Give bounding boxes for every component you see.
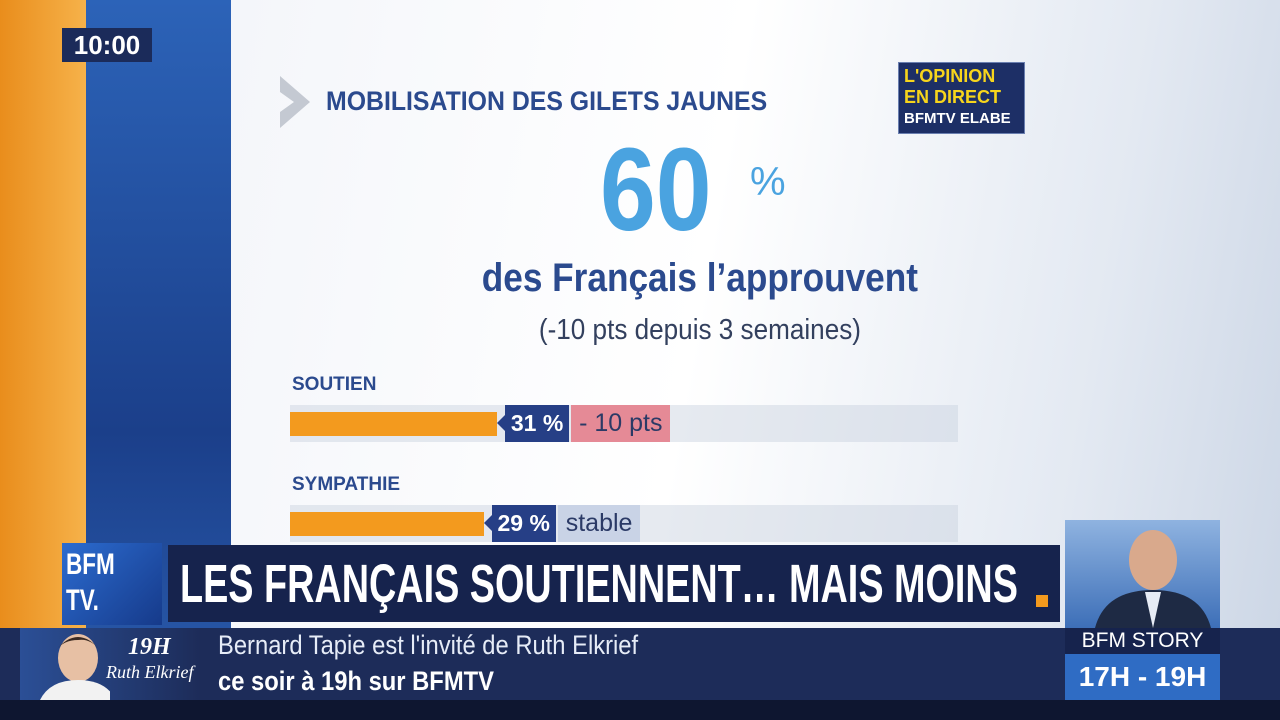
change-label: - 10 pts <box>571 405 671 442</box>
ticker-line: Bernard Tapie est l'invité de Ruth Elkri… <box>218 630 695 661</box>
show-badge: 19H Ruth Elkrief <box>20 628 200 700</box>
poll-logo: L'OPINION EN DIRECT BFMTV ELABE <box>898 62 1025 134</box>
program-hours: 17H - 19H <box>1065 654 1220 700</box>
channel-logo-line: TV. <box>66 583 162 619</box>
presenter-silhouette <box>1095 530 1211 628</box>
channel-logo-text: TV. <box>66 584 99 617</box>
show-host: Ruth Elkrief <box>106 662 194 682</box>
headline-unit: % <box>750 160 786 204</box>
logo-line: BFMTV ELABE <box>904 110 1011 127</box>
presenter-photo <box>1065 520 1220 628</box>
bar <box>290 512 484 536</box>
logo-line: EN DIRECT <box>904 87 1002 107</box>
bottom-edge <box>0 700 1280 720</box>
clock: 10:00 <box>62 28 152 62</box>
note-text: (-10 pts depuis 3 semaines) <box>538 314 862 346</box>
graphic-title-text: MOBILISATION DES GILETS JAUNES <box>326 86 768 116</box>
chevron <box>280 76 310 128</box>
value-label: 31 % <box>505 405 570 442</box>
headline-number-text: 60 <box>600 124 712 256</box>
channel-logo-text: BFM <box>66 548 115 581</box>
statement: des Français l’approuvent <box>400 256 1000 301</box>
program-name: BFM STORY <box>1065 628 1220 654</box>
ticker-text: Bernard Tapie est l'invité de Ruth Elkri… <box>218 630 639 660</box>
banner-text-box: LES FRANÇAIS SOUTIENNENT… MAIS MOINS <box>180 555 1280 613</box>
banner-text: LES FRANÇAIS SOUTIENNENT… MAIS MOINS <box>180 554 1018 614</box>
logo-line: L'OPINION <box>904 66 996 86</box>
host-photo <box>40 634 110 700</box>
channel-logo: BFM TV. <box>62 543 162 625</box>
value-pointer <box>483 514 493 532</box>
change-label: stable <box>557 505 641 542</box>
bar-label: SYMPATHIE <box>292 474 401 495</box>
value-pointer <box>497 414 507 432</box>
bar <box>290 412 498 436</box>
channel-logo-line: BFM <box>66 547 162 583</box>
graphic-title: MOBILISATION DES GILETS JAUNES <box>326 86 806 117</box>
banner-dot <box>1036 595 1048 607</box>
statement-text: des Français l’approuvent <box>481 256 919 300</box>
value-label: 29 % <box>491 505 556 542</box>
bar-label: SOUTIEN <box>292 374 377 395</box>
show-time: 19H <box>128 634 171 660</box>
headline-number: 60 <box>600 130 731 250</box>
banner: LES FRANÇAIS SOUTIENNENT… MAIS MOINS <box>168 545 1060 622</box>
ticker-line: ce soir à 19h sur BFMTV <box>218 666 532 697</box>
ticker-text: ce soir à 19h sur BFMTV <box>218 666 494 696</box>
note: (-10 pts depuis 3 semaines) <box>400 314 1000 347</box>
